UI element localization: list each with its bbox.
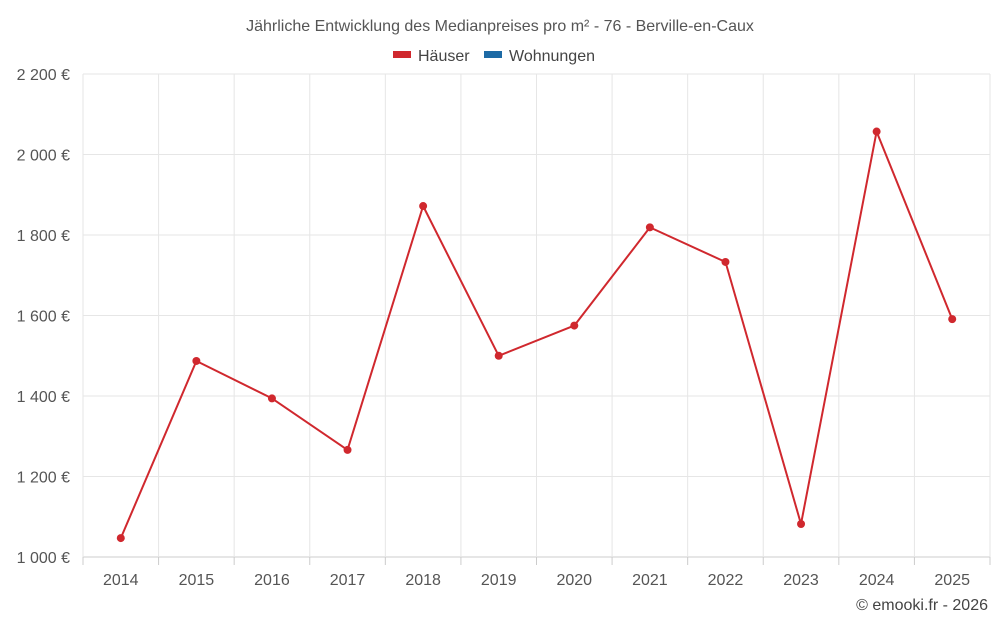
x-tick-label: 2023 xyxy=(783,572,819,589)
y-tick-label: 2 200 € xyxy=(17,67,70,84)
y-axis-labels: 1 000 € 1 200 € 1 400 € 1 600 € 1 800 € 2 000… xyxy=(17,67,70,567)
legend: Häuser Wohnungen xyxy=(393,48,595,65)
data-point-2019[interactable] xyxy=(494,351,503,360)
data-point-2018[interactable] xyxy=(419,202,428,211)
y-tick-label: 1 400 € xyxy=(17,389,70,406)
series-line-haeuser xyxy=(119,130,954,539)
data-point-2024[interactable] xyxy=(872,127,881,136)
y-tick-label: 1 000 € xyxy=(17,550,70,567)
y-tick-label: 1 600 € xyxy=(17,309,70,326)
x-tick-label: 2019 xyxy=(481,572,517,589)
x-tick-label: 2015 xyxy=(179,572,215,589)
data-point-2016[interactable] xyxy=(267,394,276,403)
series-layer xyxy=(116,127,957,543)
x-tick-label: 2017 xyxy=(330,572,366,589)
x-axis-labels: 2014 2015 2016 2017 2018 2019 2020 2021 2022 2023… xyxy=(103,572,970,589)
y-tick-label: 2 000 € xyxy=(17,148,70,165)
x-tick-label: 2018 xyxy=(405,572,441,589)
data-point-2014[interactable] xyxy=(116,534,125,543)
data-point-2025[interactable] xyxy=(948,315,957,324)
legend-swatch-haeuser[interactable] xyxy=(393,51,411,58)
data-point-2020[interactable] xyxy=(570,321,579,330)
data-point-2022[interactable] xyxy=(721,257,730,266)
y-tick-label: 1 200 € xyxy=(17,470,70,487)
x-gridlines xyxy=(82,74,991,565)
x-tick-label: 2021 xyxy=(632,572,668,589)
legend-label-haeuser[interactable]: Häuser xyxy=(418,48,470,65)
chart-title: Jährliche Entwicklung des Medianpreises … xyxy=(246,18,754,35)
y-tick-label: 1 800 € xyxy=(17,228,70,245)
data-point-2015[interactable] xyxy=(192,356,201,365)
x-tick-label: 2014 xyxy=(103,572,139,589)
legend-swatch-wohnungen[interactable] xyxy=(484,51,502,58)
data-point-2023[interactable] xyxy=(797,519,806,528)
x-tick-label: 2025 xyxy=(934,572,970,589)
credit-text: © emooki.fr - 2026 xyxy=(856,597,988,614)
data-point-2021[interactable] xyxy=(645,223,654,232)
x-tick-label: 2020 xyxy=(556,572,592,589)
x-tick-label: 2016 xyxy=(254,572,290,589)
data-point-2017[interactable] xyxy=(343,445,352,454)
x-tick-label: 2024 xyxy=(859,572,895,589)
x-tick-label: 2022 xyxy=(708,572,744,589)
legend-label-wohnungen[interactable]: Wohnungen xyxy=(509,48,595,65)
